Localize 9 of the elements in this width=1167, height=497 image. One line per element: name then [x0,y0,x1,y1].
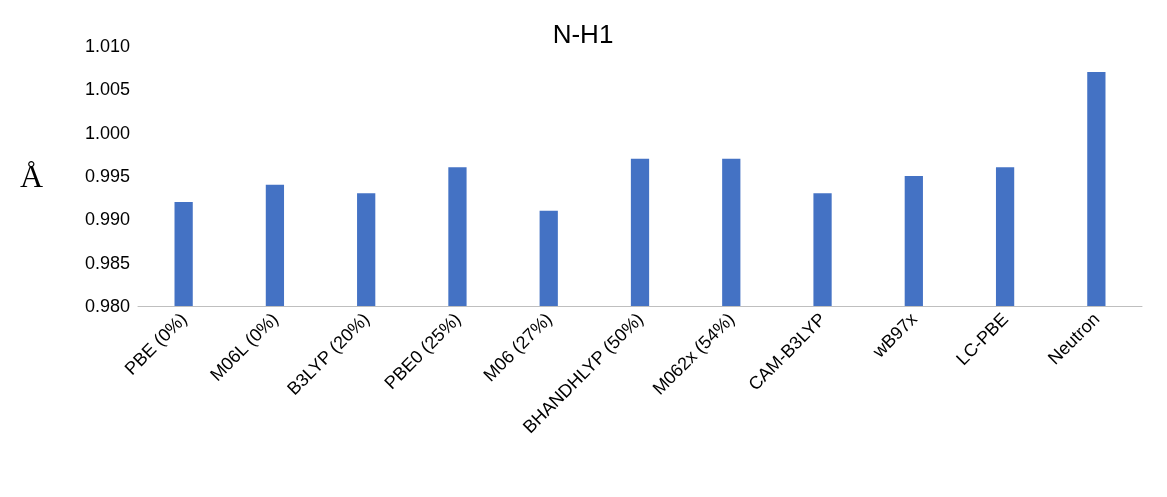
y-tick-label: 0.980 [84,296,130,316]
chart-title: N-H1 [552,19,614,49]
y-tick-label: 1.005 [84,79,130,100]
y-tick-label: 1.010 [84,36,130,56]
y-tick-label: 1.000 [84,122,130,143]
y-tick-label: 0.995 [84,166,130,186]
y-tick-label: 0.990 [84,209,130,230]
y-axis-title: Å [19,158,43,194]
y-tick-label: 0.985 [84,252,130,273]
